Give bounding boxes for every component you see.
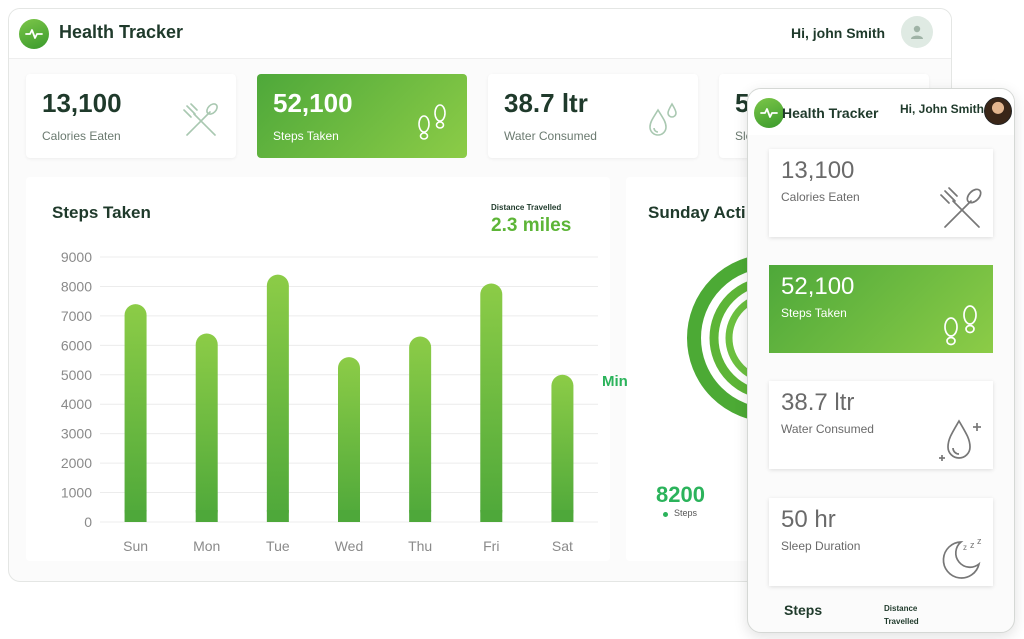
mobile-card-label: Sleep Duration [781,539,861,553]
mobile-card-value: 50 hr [781,506,836,533]
y-tick-label: 9000 [61,249,92,265]
x-tick-label: Thu [408,538,432,554]
mobile-card-value: 38.7 ltr [781,389,855,416]
stat-label: Calories Eaten [42,129,121,143]
activity-legend-value: 8200 [656,482,705,507]
svg-text:z: z [970,540,975,550]
distance-label: Distance Travelled [491,203,562,212]
user-icon [911,25,923,39]
bar-fri[interactable] [480,283,503,523]
mobile-header: Health Tracker Hi, John Smith [748,89,1014,135]
x-tick-label: Tue [266,538,290,554]
mobile-user-avatar[interactable] [984,97,1012,125]
bar-thu[interactable] [409,336,432,523]
stat-card-calories[interactable]: 13,100 Calories Eaten [26,74,236,158]
stat-value: 13,100 [42,88,122,118]
x-tick-label: Sun [123,538,148,554]
activity-title: Sunday Acti [648,203,746,222]
y-tick-label: 6000 [61,337,92,353]
moon-icon: z z z [942,536,982,579]
bar-sun[interactable] [124,304,147,522]
stat-card-water[interactable]: 38.7 ltr Water Consumed [488,74,698,158]
mobile-card-value: 13,100 [781,157,855,184]
x-tick-label: Sat [552,538,573,554]
mobile-card-label: Steps Taken [781,306,847,320]
x-tick-label: Wed [335,538,364,554]
stat-value: 5 [735,88,750,118]
stat-value: 52,100 [273,88,353,118]
svg-text:z: z [963,543,967,552]
mobile-distance-label: Distance Travelled [884,604,919,626]
bar-base-wed [338,510,360,522]
y-tick-label: 7000 [61,308,92,324]
desktop-header: Health Tracker Hi, john Smith [9,9,951,59]
mobile-card-calories[interactable]: 13,100 Calories Eaten [769,149,993,237]
bar-base-sat [551,510,574,522]
y-tick-label: 3000 [61,426,92,442]
app-logo-icon[interactable] [19,19,49,49]
mobile-card-value: 52,100 [781,273,855,300]
legend-dot [663,512,668,517]
x-tick-label: Mon [193,538,220,554]
mobile-user-greeting: Hi, John Smith [900,102,984,116]
steps-chart-title: Steps Taken [52,203,151,222]
footprints-icon [418,104,446,140]
bar-base-mon [195,510,218,522]
fork-knife-icon [940,187,982,228]
app-title: Health Tracker [59,22,184,42]
water-drop-icon [939,419,981,461]
pulse-icon [760,108,778,118]
mobile-app-title: Health Tracker [782,105,879,121]
fork-knife-icon [183,103,218,136]
footprints-icon [944,305,977,346]
stat-card-steps[interactable]: 52,100 Steps Taken [257,74,467,158]
stat-label: Steps Taken [273,129,339,143]
bar-base-sun [124,510,147,522]
mobile-logo-icon[interactable] [754,98,784,128]
activity-min-text: Min [602,373,628,390]
y-tick-label: 4000 [61,396,92,412]
user-greeting: Hi, john Smith [791,25,886,41]
svg-text:z: z [977,536,982,546]
x-tick-label: Fri [483,538,499,554]
distance-value: 2.3 miles [491,215,572,236]
bar-base-fri [480,510,503,522]
mobile-card-sleep[interactable]: 50 hr Sleep Duration z z z [769,498,993,586]
stat-value: 38.7 ltr [504,88,588,118]
steps-bar-chart: 9000 8000 7000 6000 5000 4000 3000 2000 1000 0 Sun… [61,249,598,554]
mobile-card-water[interactable]: 38.7 ltr Water Consumed [769,381,993,469]
stat-label: Water Consumed [504,129,597,143]
mobile-card-label: Water Consumed [781,422,874,436]
mobile-card-steps[interactable]: 52,100 Steps Taken [769,265,993,353]
bar-tue[interactable] [266,274,289,522]
mobile-view: Health Tracker Hi, John Smith 13,100 Cal… [747,88,1015,633]
y-tick-label: 0 [84,514,92,530]
activity-legend-label: Steps [674,508,698,518]
steps-chart-panel: Steps Taken Distance Travelled 2.3 miles… [26,177,610,561]
user-avatar[interactable] [901,16,933,48]
y-tick-label: 5000 [61,367,92,383]
bar-sat[interactable] [551,374,574,522]
bar-base-thu [409,510,432,522]
y-tick-label: 2000 [61,455,92,471]
bar-mon[interactable] [195,333,218,522]
mobile-card-label: Calories Eaten [781,190,860,204]
water-drop-icon [649,102,677,136]
y-tick-label: 8000 [61,278,92,294]
pulse-icon [25,29,43,39]
y-tick-label: 1000 [61,485,92,501]
bar-base-tue [266,510,289,522]
bar-wed[interactable] [338,357,360,522]
mobile-steps-title: Steps [784,602,823,618]
